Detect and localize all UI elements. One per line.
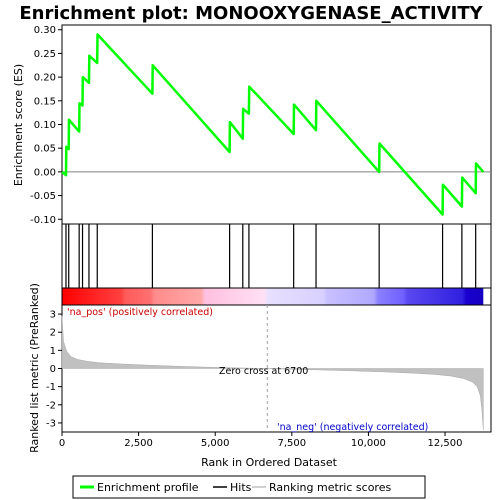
hits-panel	[61, 223, 492, 289]
es-y-axis-label: Enrichment score (ES)	[12, 64, 25, 186]
metric-y-axis-label: Ranked list metric (PreRanked)	[28, 283, 41, 453]
metric-y-tick-label: 1	[50, 346, 56, 357]
metric-y-tick-label: -2	[46, 400, 56, 411]
es-y-tick-label: 0.15	[34, 96, 56, 107]
x-tick-label: 10,000	[351, 438, 386, 449]
enrichment-profile-line	[61, 33, 485, 216]
legend-label-hits: Hits	[230, 481, 252, 494]
metric-y-axis: -3 -2 -1 0 1 2 3	[46, 310, 62, 429]
metric-y-tick-label: 3	[50, 310, 56, 321]
legend-box	[72, 475, 426, 499]
es-y-tick-label: 0.30	[34, 25, 56, 36]
metric-y-tick-label: -1	[46, 382, 56, 393]
metric-y-tick-label: 0	[50, 364, 56, 375]
es-y-tick-label: 0.00	[34, 167, 56, 178]
es-panel: -0.10 -0.05 0.00 0.05 0.10 0.15 0.20 0.25 0.30 E…	[12, 24, 492, 226]
metric-panel: -3 -2 -1 0 1 2 3 'na_pos' (positively correlat…	[28, 283, 492, 453]
legend-label-metric: Ranking metric scores	[269, 481, 391, 494]
legend: Enrichment profile Hits Ranking metric s…	[72, 475, 426, 499]
legend-label-enrichment: Enrichment profile	[97, 481, 199, 494]
metric-y-tick-label: -3	[46, 418, 56, 429]
es-panel-frame	[61, 24, 492, 225]
zero-cross-label: Zero cross at 6700	[219, 366, 308, 377]
neg-correlated-label: 'na_neg' (negatively correlated)	[277, 422, 428, 433]
es-y-tick-label: 0.25	[34, 49, 56, 60]
x-tick-label: 12,500	[428, 438, 463, 449]
es-y-tick-label: -0.10	[30, 215, 56, 226]
es-y-axis: -0.10 -0.05 0.00 0.05 0.10 0.15 0.20 0.25 0.30	[30, 25, 62, 226]
es-y-tick-label: 0.20	[34, 73, 56, 84]
chart-title: Enrichment plot: MONOOXYGENASE_ACTIVITY	[19, 3, 483, 24]
x-tick-label: 5,000	[201, 438, 230, 449]
hit-markers	[65, 224, 477, 288]
es-y-tick-label: 0.10	[34, 120, 56, 131]
pos-correlated-label: 'na_pos' (positively correlated)	[67, 307, 213, 318]
ranking-metric-area	[61, 315, 484, 431]
es-y-tick-label: 0.05	[34, 144, 56, 155]
x-tick-label: 2,500	[124, 438, 153, 449]
x-tick-label: 0	[59, 438, 65, 449]
rank-color-bar	[61, 287, 492, 306]
x-axis-label: Rank in Ordered Dataset	[201, 456, 338, 469]
hits-panel-frame	[61, 223, 492, 289]
x-tick-label: 7,500	[278, 438, 307, 449]
rank-gradient-bar	[62, 288, 484, 305]
es-y-tick-label: -0.05	[30, 191, 56, 202]
metric-y-tick-label: 2	[50, 328, 56, 339]
x-axis: 0 2,500 5,000 7,500 10,000 12,500	[59, 432, 463, 449]
